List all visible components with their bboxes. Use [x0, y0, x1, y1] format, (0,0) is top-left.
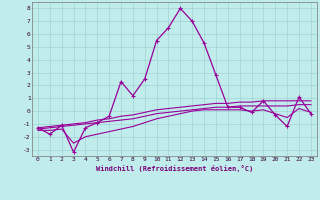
- X-axis label: Windchill (Refroidissement éolien,°C): Windchill (Refroidissement éolien,°C): [96, 165, 253, 172]
